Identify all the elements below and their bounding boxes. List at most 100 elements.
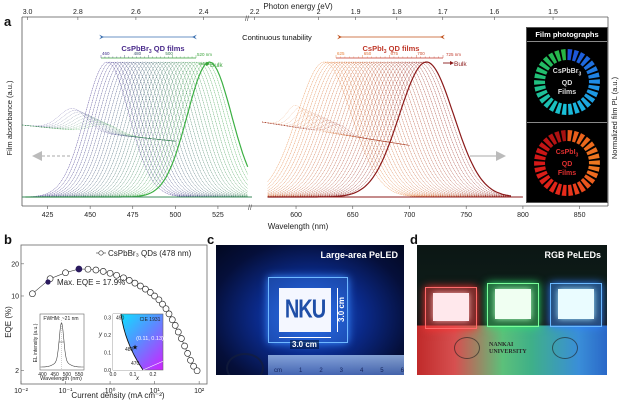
- x-tick-label: 10²: [194, 388, 205, 395]
- ruler-mark: 5: [380, 368, 384, 374]
- university-text: UNIVERSITY: [489, 349, 527, 355]
- film-segment: [584, 93, 596, 103]
- film-segment: [539, 174, 551, 185]
- cie-x-label: x: [135, 376, 140, 382]
- y-tick-label: 20: [11, 261, 19, 268]
- y-axis-label-left: Film absorbance (a.u.): [5, 80, 14, 156]
- pl-curve: [25, 61, 248, 198]
- x-tick-label: 600: [290, 212, 302, 219]
- ruler: cm 1 2 3 4 5 6: [268, 355, 404, 375]
- film-segment: [548, 52, 558, 64]
- horizontal-dimension-arrow: [279, 337, 331, 338]
- eqe-point: [178, 335, 185, 342]
- cspbbr3-ring: CsPbBr3 QD Films: [527, 42, 607, 123]
- film-segment: [535, 66, 548, 75]
- ring-text-line1: CsPbI: [555, 149, 576, 156]
- panel-a-letter: a: [4, 14, 12, 29]
- film-segment: [567, 130, 573, 142]
- eqe-legend: CsPbBr₃ QDs (478 nm): [108, 249, 192, 258]
- absorbance-curve: [21, 123, 176, 142]
- continuous-tunability-label: Continuous tunability: [242, 33, 312, 42]
- x-tick-label: 500: [169, 212, 181, 219]
- top-tick-label: 2.8: [73, 9, 83, 16]
- cie-x-tick: 0.2: [150, 372, 157, 378]
- eqe-point: [159, 300, 166, 308]
- film-segment: [534, 73, 546, 80]
- film-segment: [543, 97, 554, 109]
- film-segment: [536, 89, 548, 98]
- cspbi3-scale-label: 625: [337, 51, 345, 56]
- pl-curve: [267, 61, 511, 198]
- pl-curve: [25, 61, 248, 198]
- eqe-point: [193, 367, 201, 375]
- red-device-emission: [433, 293, 469, 321]
- absorbance-curve: [261, 117, 410, 146]
- pl-curve: [267, 61, 511, 198]
- film-segment: [580, 55, 591, 67]
- absorbance-curve: [21, 120, 176, 142]
- pl-curve: [267, 61, 511, 198]
- absorbance-curve: [261, 119, 410, 146]
- eqe-point: [181, 342, 188, 350]
- ruler-mark: 2: [319, 368, 323, 374]
- eqe-point: [99, 268, 107, 275]
- ruler-mark: 3: [339, 368, 343, 374]
- blue-device-emission: [558, 289, 594, 319]
- film-segment: [588, 84, 600, 91]
- pl-curve: [25, 61, 248, 198]
- university-seal: [552, 337, 578, 359]
- x-tick-label: 10¹: [150, 388, 161, 395]
- cspbbr3-scale-label: 500: [165, 51, 173, 56]
- top-tick-label: 2: [317, 9, 321, 16]
- panel-d-letter: d: [410, 232, 418, 247]
- cspbi3-ring: CsPbI3 QD Films: [527, 123, 607, 203]
- film-segment: [568, 103, 574, 115]
- absorbance-curve: [21, 121, 176, 142]
- pl-curve: [25, 61, 248, 198]
- film-segment: [572, 130, 579, 143]
- arrow-head-left: [32, 151, 42, 161]
- film-segment: [536, 170, 548, 179]
- pl-curve: [267, 61, 511, 198]
- x-axis-label: Wavelength (nm): [268, 222, 329, 231]
- pl-curve: [25, 61, 248, 198]
- film-photographs-title: Film photographs: [527, 28, 607, 42]
- rgb-peleds-photo: NANKAI UNIVERSITY RGB PeLEDs: [417, 245, 607, 375]
- film-segment: [586, 89, 599, 98]
- film-segment: [588, 72, 600, 79]
- eqe-point: [165, 310, 173, 318]
- green-device-emission: [495, 289, 531, 319]
- film-photographs-inset: Film photographs CsPbBr3 QD Films CsPbI3…: [526, 27, 608, 203]
- top-tick-label: 2.2: [250, 9, 260, 16]
- top-tick-label: 1.9: [351, 9, 361, 16]
- bulk-label-green: Bulk: [210, 62, 223, 69]
- x-tick-label: 425: [42, 212, 54, 219]
- film-segment: [548, 181, 558, 193]
- cspbi3-scale-label: 650: [364, 51, 372, 56]
- pl-curve: [25, 61, 248, 198]
- eqe-point: [184, 350, 191, 357]
- pl-curve: [25, 61, 249, 198]
- pl-curve: [25, 61, 248, 198]
- pl-curve: [267, 61, 511, 198]
- pl-curve: [25, 61, 248, 198]
- pl-curve: [25, 61, 248, 198]
- pl-curve: [25, 61, 248, 198]
- eqe-point: [106, 269, 114, 277]
- x-axis-label-b: Current density (mA cm⁻²): [71, 391, 164, 400]
- film-segment: [586, 66, 598, 75]
- pl-curve: [267, 61, 511, 198]
- film-segment: [543, 178, 554, 190]
- university-seal-left: [226, 353, 264, 375]
- bulk-label-red: Bulk: [454, 61, 467, 68]
- y-tick-label: 2: [15, 368, 19, 375]
- film-segment: [534, 80, 546, 85]
- ring-text-line2: QD: [561, 161, 573, 169]
- pl-curve: [25, 61, 248, 198]
- cspbbr3-ring-segments: [534, 49, 600, 115]
- film-segment: [580, 97, 592, 108]
- max-eqe-label: Max. EQE = 17.9%: [57, 278, 125, 287]
- pl-curve: [25, 61, 248, 198]
- cspbbr3-scale-end: 520 nm: [197, 52, 212, 57]
- film-segment: [583, 60, 595, 71]
